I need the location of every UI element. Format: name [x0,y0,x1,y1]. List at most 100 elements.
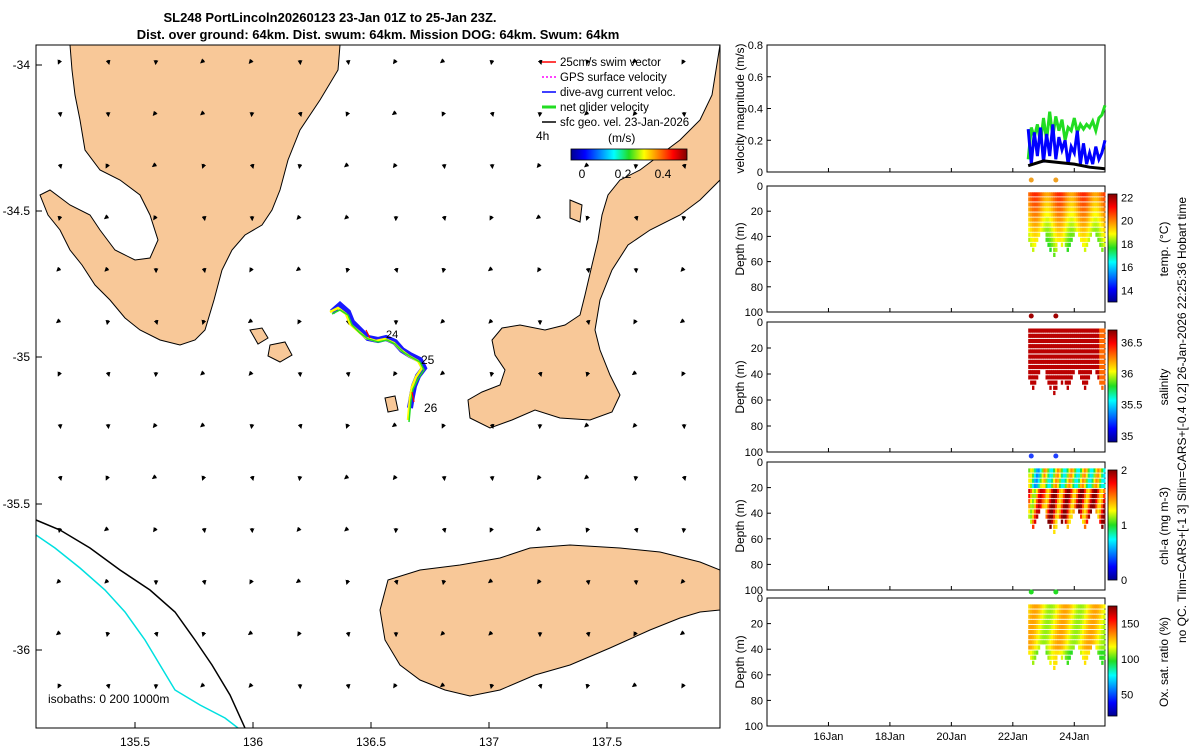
heat-cell [1055,609,1058,614]
heat-cell [1070,635,1073,640]
heat-cell [1032,344,1035,349]
heat-cell [1043,192,1046,197]
heat-cell [1074,494,1077,499]
heat-cell [1028,375,1031,380]
heat-cell [1057,619,1060,624]
geo-arrow [201,215,207,222]
heat-cell [1076,359,1079,364]
heat-cell [1060,242,1064,247]
heat-cell [1043,328,1046,333]
heat-cell [1072,212,1075,217]
heat-cell [1080,504,1083,509]
geo-arrow [151,162,158,168]
heat-cell [1074,349,1077,354]
heat-cell [1082,227,1085,232]
geo-arrow [536,162,542,169]
heat-cell [1099,338,1102,344]
geo-arrow [440,318,446,324]
ytick-label: 40 [751,644,763,656]
heat-cell [1039,504,1043,509]
legend-label: net glider velocity [560,102,649,114]
heat-cell [1103,519,1106,524]
heat-cell [1049,624,1052,630]
heat-cell [1076,619,1079,624]
heat-cell [1083,385,1087,390]
heat-cell [1053,197,1056,202]
heat-cell [1066,473,1069,478]
heat-cell [1068,504,1071,509]
heat-cell [1085,232,1089,237]
geo-arrow [153,526,158,533]
heat-cell [1097,630,1100,635]
geo-arrow [489,111,495,118]
heat-cell [1045,344,1048,349]
heat-cell [1060,655,1064,660]
heat-cell [1101,650,1104,655]
heat-cell [1072,619,1075,624]
panel-frame [766,461,1106,591]
heat-cell [1030,370,1033,375]
heat-cell [1078,504,1081,509]
heat-cell [1085,349,1089,354]
heat-cell [1062,212,1066,217]
heat-cell [1099,197,1102,202]
heat-cell [1053,514,1056,519]
heat-cell [1037,619,1041,624]
heat-cell [1066,494,1069,499]
heat-cell [1064,192,1068,197]
geo-arrow [631,682,638,688]
heat-cell [1032,333,1035,338]
map-frame [35,44,721,729]
heat-cell [1083,640,1087,645]
heat-cell [1060,217,1064,222]
heat-cell [1049,524,1052,529]
heat-cell [1033,650,1037,655]
heat-cell [1076,222,1079,227]
heat-cell [1043,202,1046,207]
xtick-label: 16Jan [813,731,843,743]
ytick-label: 100 [745,447,763,459]
heat-cell [1070,232,1073,237]
heat-cell [1099,650,1102,655]
heat-cell [1068,380,1071,385]
heat-cell [1030,650,1033,655]
heat-cell [1060,640,1064,645]
heat-cell [1030,375,1033,380]
heat-cell [1087,192,1091,197]
heat-cell [1082,364,1085,370]
heat-cell [1035,333,1039,338]
heat-cell [1037,645,1041,650]
heat-cell [1051,242,1054,247]
geo-arrow [585,319,591,326]
heat-cell [1072,468,1075,473]
heat-cell [1047,217,1050,222]
heat-cell [1032,242,1035,247]
heat-cell [1041,217,1044,222]
geo-arrow [345,683,351,690]
geo-arrow [631,370,638,376]
heat-cell [1039,364,1043,370]
heat-cell [1097,494,1100,499]
heat-cell [1095,630,1098,635]
heat-cell [1066,504,1069,509]
heat-cell [1066,630,1069,635]
heat-cell [1097,364,1100,370]
heat-cell [1095,207,1098,212]
heat-cell [1095,478,1098,483]
heat-cell [1058,509,1062,514]
geo-arrow [56,266,62,272]
heat-cell [1093,483,1096,488]
heat-cell [1057,227,1060,232]
heat-cell [1068,483,1071,488]
heat-cell [1076,227,1079,232]
heat-cell [1045,604,1048,609]
heat-cell [1103,655,1106,660]
heat-cell [1047,333,1050,338]
heat-cell [1060,504,1064,509]
geo-arrow [487,578,494,584]
geo-arrow [584,162,590,168]
heat-cell [1058,468,1062,473]
heat-cell [1045,473,1048,478]
heat-cell [1037,333,1041,338]
legend-label: dive-avg current veloc. [560,87,676,99]
